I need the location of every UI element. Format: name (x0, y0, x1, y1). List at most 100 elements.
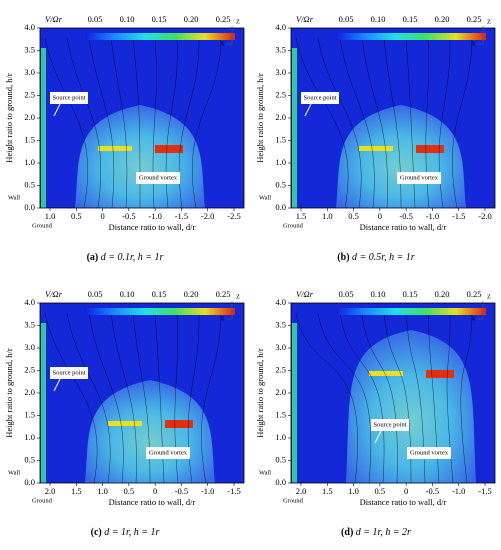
annotation-source: Source point (373, 421, 406, 428)
colorbar-title: V/Ωr (45, 289, 63, 299)
annotation-box (136, 172, 180, 184)
colorbar-tick-label: 0.25 (467, 289, 482, 299)
y-tick-label: 0.0 (275, 477, 286, 487)
x-tick-label: 0 (378, 211, 382, 221)
y-tick-label: 3.5 (275, 319, 286, 329)
caption-label: (a) (87, 252, 99, 263)
x-tick-label: -2.0 (201, 211, 214, 221)
streamline (361, 312, 398, 484)
streamline (339, 37, 375, 209)
annotation-wall: Wall (259, 469, 271, 476)
y-tick-label: 4.0 (275, 22, 286, 32)
y-tick-label: 4.0 (275, 297, 286, 307)
annotation-ground: Ground (283, 222, 304, 229)
colorbar-tick-label: 0.15 (403, 14, 418, 24)
y-tick-label: 2.0 (24, 387, 35, 397)
panel: V/Ωr 0.05 0.10 0.15 0.20 0.25 Z X 0.0 0.5 1.0 1.5 2.… (4, 14, 245, 263)
colorbar (85, 33, 235, 40)
colorbar-tick-label: 0.05 (88, 289, 103, 299)
colorbar-tick-label: 0.15 (403, 289, 418, 299)
colorbar-tick-label: 0.15 (152, 289, 167, 299)
colorbar-tick-label: 0.20 (184, 14, 199, 24)
streamline (88, 312, 124, 484)
x-tick-label: -0.5 (399, 211, 412, 221)
colorbar (336, 308, 486, 315)
annotation-box (371, 419, 409, 431)
y-tick-label: 1.5 (24, 409, 35, 419)
rotor-left (369, 371, 403, 376)
colorbar-title: V/Ωr (296, 14, 314, 24)
y-tick-label: 1.0 (275, 157, 286, 167)
annotation-box (397, 172, 441, 184)
y-axis-label: Height ratio to ground, h/r (255, 73, 265, 163)
streamline (446, 312, 454, 484)
x-tick-label: -1.0 (452, 486, 465, 496)
x-tick-label: -0.5 (122, 211, 135, 221)
rotor-left (98, 146, 132, 151)
streamline (192, 37, 222, 209)
streamline (295, 37, 349, 209)
y-tick-label: 0.0 (24, 202, 35, 212)
y-tick-label: 2.0 (275, 112, 286, 122)
streamline (383, 312, 412, 484)
annotation-vortex: Ground vortex (400, 174, 439, 181)
annotation-arrow (53, 103, 61, 117)
annotation-wall: Wall (8, 469, 20, 476)
y-tick-label: 1.5 (275, 134, 286, 144)
x-axis-label: Distance ratio to wall, d/r (109, 497, 196, 507)
axis-mark-z: Z (236, 293, 240, 300)
colorbar (336, 33, 486, 40)
streamline (317, 312, 372, 484)
x-tick-label: -2.0 (478, 211, 491, 221)
streamline (452, 37, 473, 209)
caption: (a) d = 0.1r, h = 1r (87, 252, 164, 263)
wall-layer (41, 323, 46, 483)
x-tick-label: 0.5 (124, 486, 135, 496)
streamline (66, 312, 111, 484)
colorbar-title: V/Ωr (45, 14, 63, 24)
y-tick-label: 3.0 (275, 342, 286, 352)
x-tick-label: 1.0 (322, 211, 333, 221)
y-tick-label: 0.5 (24, 179, 35, 189)
annotation-box (301, 92, 339, 104)
x-tick-label: -1.0 (201, 486, 214, 496)
colorbar-tick-label: 0.25 (216, 289, 231, 299)
streamline (44, 312, 98, 484)
streamline (88, 37, 115, 209)
axis-mark-z: Z (236, 18, 240, 25)
caption-text: d = 0.1r, h = 1r (101, 252, 164, 263)
y-axis-label: Height ratio to ground, h/r (4, 73, 14, 163)
colorbar-tick-label: 0.25 (467, 14, 482, 24)
x-tick-label: -0.5 (426, 486, 439, 496)
x-tick-label: 0 (404, 486, 408, 496)
y-axis-label: Height ratio to ground, h/r (4, 348, 14, 438)
streamline (110, 312, 137, 484)
x-tick-label: 2.0 (296, 486, 307, 496)
colorbar-tick-label: 0.20 (435, 14, 450, 24)
x-tick-label: -1.5 (478, 486, 491, 496)
high-speed (165, 420, 193, 428)
x-tick-label: -1.5 (227, 486, 240, 496)
caption-text: d = 1r, h = 1r (104, 527, 159, 538)
axis-mark-z: Z (487, 293, 491, 300)
y-tick-label: 1.5 (275, 409, 286, 419)
y-tick-label: 2.5 (275, 89, 286, 99)
streamline (427, 312, 440, 484)
colorbar-tick-label: 0.05 (88, 14, 103, 24)
streamline (460, 312, 473, 484)
annotation-vortex: Ground vortex (139, 174, 178, 181)
annotation-source: Source point (303, 94, 336, 101)
annotation-wall: Wall (8, 194, 20, 201)
x-tick-label: 0 (153, 486, 157, 496)
x-tick-label: -1.5 (452, 211, 465, 221)
annotation-wall: Wall (259, 194, 271, 201)
annotation-ground: Ground (32, 497, 53, 504)
caption-text: d = 0.5r, h = 1r (352, 252, 415, 263)
x-tick-label: 0.5 (375, 486, 386, 496)
streamline (66, 37, 101, 209)
x-tick-label: 1.0 (348, 486, 359, 496)
y-tick-label: 0.5 (24, 454, 35, 464)
y-tick-label: 2.5 (275, 364, 286, 374)
colorbar-tick-label: 0.10 (120, 14, 135, 24)
